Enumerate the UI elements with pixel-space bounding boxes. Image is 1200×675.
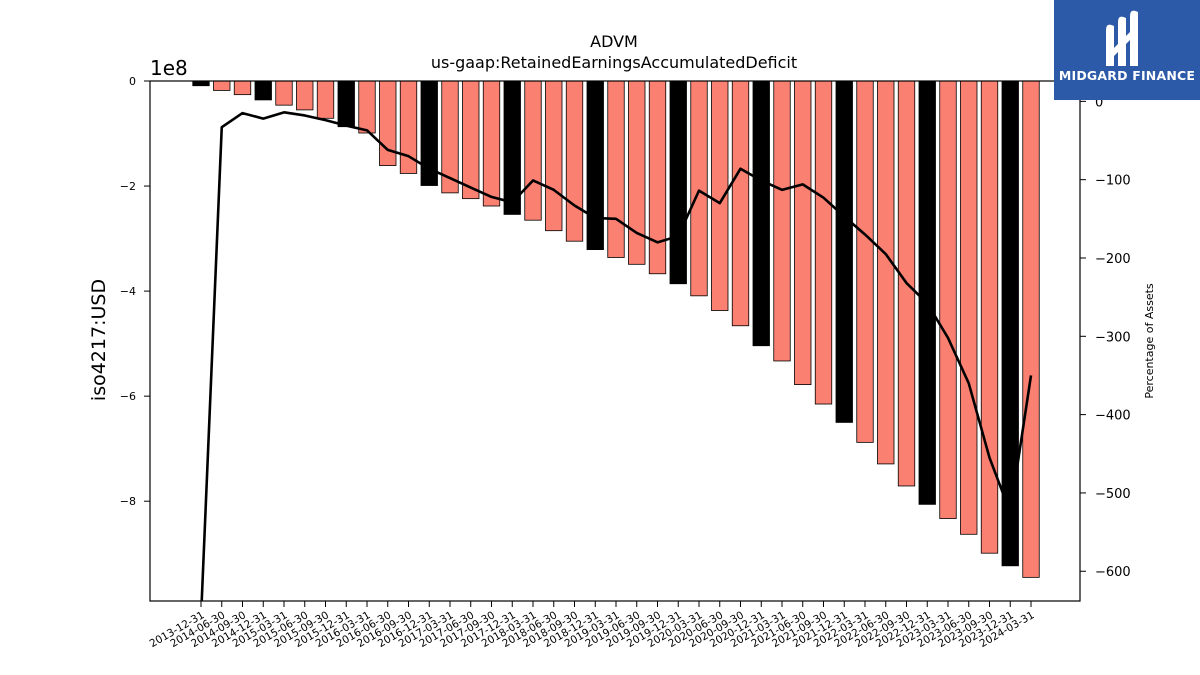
percentage-line-series: [200, 111, 1033, 601]
bar-2024-03-31: [1022, 80, 1040, 578]
bar-2021-03-31: [773, 80, 791, 362]
bar-2023-03-31: [939, 80, 957, 519]
left-tick-label: −4: [120, 285, 136, 298]
left-offset-label: 1e8: [150, 56, 188, 80]
logo-wordmark: MIDGARD FINANCE: [1058, 68, 1196, 83]
bar-2015-09-30: [316, 80, 335, 119]
bar-2014-09-30: [233, 80, 252, 96]
right-tick-label: −300: [1095, 330, 1131, 345]
bar-2014-12-31: [254, 80, 272, 101]
bar-2021-06-30: [794, 80, 812, 385]
bar-2018-03-31: [524, 80, 542, 221]
bar-2016-03-31: [358, 80, 376, 134]
bar-2023-12-31: [1001, 80, 1019, 567]
left-tick-label: −8: [120, 495, 136, 508]
left-axis-label: iso4217:USD: [88, 279, 110, 401]
midgard-finance-logo: MIDGARD FINANCE: [1054, 0, 1200, 100]
bar-2013-12-31: [192, 80, 210, 87]
chart-title: ADVM: [590, 32, 638, 51]
bar-2019-03-31: [607, 80, 625, 258]
right-tick-label: −400: [1095, 409, 1131, 424]
logo-mark-icon: [1106, 10, 1138, 67]
bar-2022-12-31: [918, 80, 936, 505]
percentage-line: [200, 111, 1033, 601]
bar-2018-12-31: [586, 80, 604, 251]
right-axis-label: Percentage of Assets: [1143, 283, 1156, 399]
bar-2015-03-31: [275, 80, 293, 106]
bar-2021-09-30: [814, 80, 833, 405]
bar-2015-12-31: [337, 80, 355, 128]
right-tick-label: −500: [1095, 487, 1131, 502]
bar-2023-09-30: [980, 80, 999, 554]
bar-2018-06-30: [545, 80, 563, 232]
right-tick-label: −100: [1095, 174, 1131, 189]
left-tick-label: 0: [129, 75, 136, 88]
bar-2021-12-31: [835, 80, 853, 423]
right-axis: 0 −100 −200 −300 −400 −500 −600: [1080, 95, 1131, 580]
plot-frame: [149, 80, 1081, 602]
bar-2018-09-30: [565, 80, 584, 242]
bar-series: [192, 80, 1040, 578]
bar-2020-03-31: [690, 80, 708, 297]
left-tick-label: −6: [120, 390, 136, 403]
bar-2023-06-30: [960, 80, 978, 535]
bar-2017-06-30: [462, 80, 480, 200]
bar-2020-12-31: [752, 80, 770, 347]
bar-2020-09-30: [731, 80, 750, 327]
chart-subtitle: us-gaap:RetainedEarningsAccumulatedDefic…: [431, 53, 797, 72]
bar-2015-06-30: [296, 80, 314, 111]
bar-2022-03-31: [856, 80, 874, 443]
left-axis: 0 −2 −4 −6 −8: [120, 75, 150, 508]
bar-2017-09-30: [482, 80, 501, 207]
bar-2019-09-30: [648, 80, 667, 275]
right-tick-label: −200: [1095, 252, 1131, 267]
right-tick-label: −600: [1095, 565, 1131, 580]
bar-2022-06-30: [877, 80, 895, 465]
right-tick-label: 0: [1095, 95, 1103, 110]
x-axis: 2013-12-312014-06-302014-09-302014-12-31…: [148, 601, 1037, 650]
bar-2014-06-30: [213, 80, 231, 91]
left-tick-label: −2: [120, 180, 136, 193]
bar-2019-12-31: [669, 80, 687, 285]
